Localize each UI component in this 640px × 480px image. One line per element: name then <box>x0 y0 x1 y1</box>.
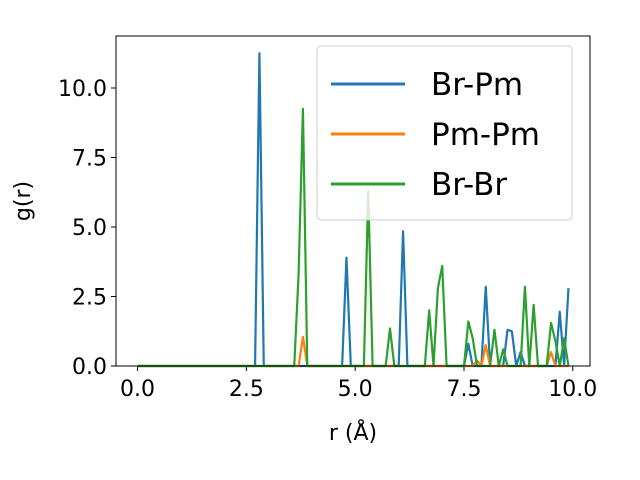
y-axis-label: g(r) <box>11 181 36 221</box>
x-tick-label: 2.5 <box>229 377 264 402</box>
x-tick-label: 7.5 <box>446 377 481 402</box>
legend-label: Br-Br <box>431 167 507 203</box>
legend-label: Pm-Pm <box>431 117 540 153</box>
x-tick-label: 10.0 <box>548 377 597 402</box>
legend-box <box>316 45 573 221</box>
x-tick-label: 5.0 <box>338 377 373 402</box>
y-tick-label: 5.0 <box>72 216 107 241</box>
y-tick-label: 0.0 <box>72 355 107 380</box>
x-axis-label: r (Å) <box>329 419 377 446</box>
x-tick-label: 0.0 <box>120 377 155 402</box>
y-tick-label: 10.0 <box>58 77 107 102</box>
legend-label: Br-Pm <box>431 67 523 103</box>
y-tick-label: 2.5 <box>72 285 107 310</box>
legend: Br-Pm Pm-Pm Br-Br <box>316 45 573 221</box>
y-tick-label: 7.5 <box>72 146 107 171</box>
axes-frame <box>115 35 591 367</box>
